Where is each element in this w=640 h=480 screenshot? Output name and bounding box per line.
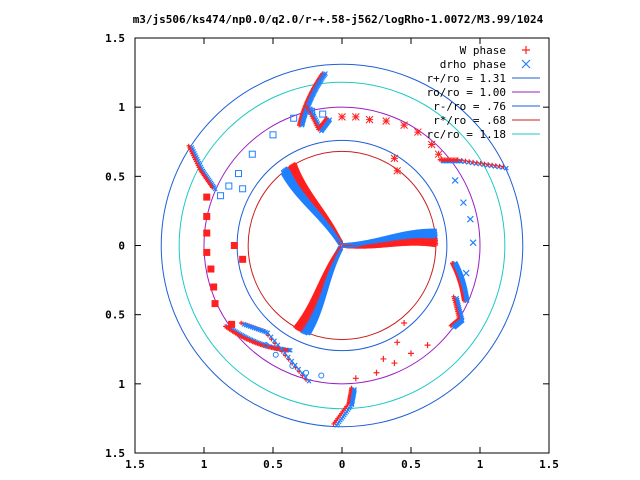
legend-label: rc/ro = 1.18 (427, 128, 506, 141)
w-phase-point (393, 166, 402, 175)
w-phase-point (352, 375, 359, 382)
legend-label: r*/ro = .68 (433, 114, 506, 127)
w-phase-square (203, 229, 211, 237)
legend-label: ro/ro = 1.00 (427, 86, 506, 99)
y-tick-label: 1 (118, 101, 125, 114)
x-tick-label: 0.5 (263, 458, 283, 471)
drho-phase-point (469, 239, 477, 247)
drho-phase-square (225, 182, 233, 190)
w-phase-point (365, 115, 374, 124)
w-phase-point (394, 339, 401, 346)
y-tick-label: 0.5 (105, 170, 125, 183)
x-tick-label: 1.5 (125, 458, 145, 471)
drho-phase-square (239, 185, 247, 193)
y-tick-label: 0 (118, 240, 125, 253)
y-tick-label: 1.5 (105, 447, 125, 460)
w-phase-point (391, 360, 398, 367)
w-phase-point (434, 150, 443, 159)
w-phase-square (210, 283, 218, 291)
drho-phase-point (318, 372, 325, 379)
drho-phase-point (272, 351, 279, 358)
drho-phase-square (269, 131, 277, 139)
w-phase-square (207, 265, 215, 273)
w-phase-point (401, 319, 408, 326)
drho-phase-point (466, 215, 474, 223)
w-phase-point (382, 117, 391, 125)
y-tick-label: 1.5 (105, 32, 125, 45)
w-phase-point (408, 350, 414, 357)
w-phase-point (351, 112, 360, 121)
legend-label: r-/ro = .76 (433, 100, 506, 113)
y-tick-label: 0.5 (105, 309, 125, 322)
w-phase-square (211, 300, 219, 308)
w-phase-square (203, 193, 211, 201)
drho-phase-point (303, 369, 310, 376)
legend-label: W phase (460, 44, 506, 57)
drho-phase-point (462, 269, 470, 277)
w-phase-square (228, 320, 236, 328)
x-tick-label: 0.5 (401, 458, 421, 471)
chart-title: m3/js506/ks474/np0.0/q2.0/r-+.58-j562/lo… (133, 13, 544, 26)
w-phase-point (390, 154, 399, 163)
drho-phase-square (235, 170, 242, 178)
drho-phase-point (460, 199, 467, 207)
w-phase-point (522, 46, 530, 54)
w-phase-point (338, 112, 346, 121)
x-tick-label: 0 (339, 458, 346, 471)
drho-phase-square (217, 192, 225, 200)
x-axis: 1.5 1 0.5 0 0.5 1 1.5 (125, 38, 559, 471)
circle-r+ (160, 63, 524, 428)
drho-phase-point (451, 177, 459, 184)
legend-label: drho phase (440, 58, 506, 71)
w-phase-square (230, 242, 238, 249)
data-points (186, 71, 509, 428)
drho-phase-point (521, 59, 531, 69)
legend-label: r+/ro = 1.31 (427, 72, 506, 85)
x-tick-label: 1 (477, 458, 484, 471)
w-phase-point (380, 355, 387, 362)
x-tick-label: 1 (201, 458, 208, 471)
circle-rc (178, 81, 506, 410)
w-phase-point (424, 342, 431, 349)
y-axis: 1.5 1 0.5 0 0.5 1 1.5 (105, 32, 549, 460)
w-phase-point (414, 128, 422, 136)
w-phase-square (239, 255, 247, 263)
w-phase-square (203, 248, 211, 256)
drho-phase-square (319, 110, 327, 118)
y-tick-label: 1 (118, 378, 125, 391)
w-phase-point (400, 121, 408, 130)
x-tick-label: 1.5 (539, 458, 559, 471)
w-phase-point (373, 369, 380, 376)
w-phase-square (203, 212, 211, 220)
drho-phase-square (248, 150, 256, 158)
circle-ro (203, 106, 481, 385)
w-phase-point (427, 140, 436, 149)
